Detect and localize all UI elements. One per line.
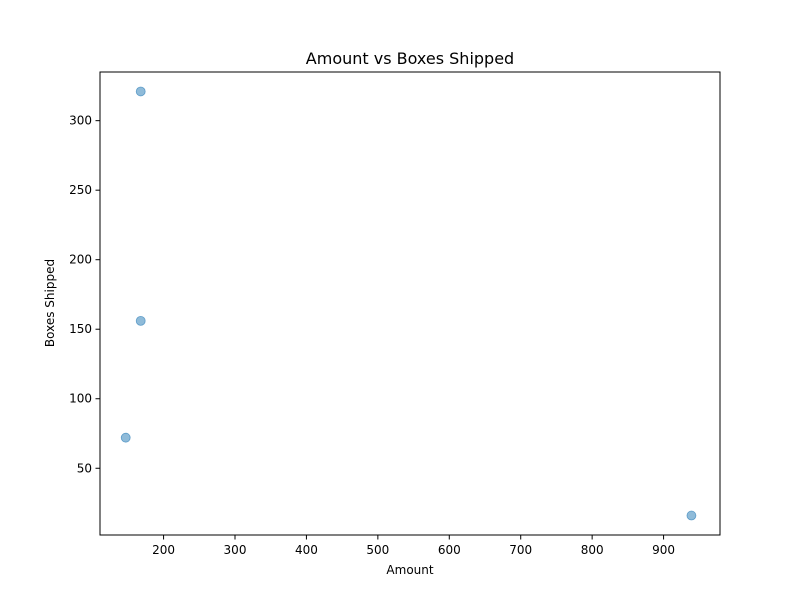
x-tick-label-6: 700: [509, 543, 532, 557]
x-axis-label: Amount: [386, 563, 433, 577]
plot-frame: [99, 71, 721, 536]
scatter-point-4: [686, 510, 697, 521]
scatter-point-2: [135, 315, 146, 326]
chart-title: Amount vs Boxes Shipped: [306, 49, 514, 68]
y-axis-label: Boxes Shipped: [43, 259, 57, 347]
x-tick-label-2: 300: [224, 543, 247, 557]
y-tick-label-6: 300: [69, 114, 92, 128]
x-tick-label-3: 400: [295, 543, 318, 557]
x-tick-label-7: 800: [581, 543, 604, 557]
x-tick-label-1: 200: [152, 543, 175, 557]
y-tick-label-2: 100: [69, 392, 92, 406]
scatter-point-3: [120, 432, 131, 443]
x-tick-label-5: 600: [438, 543, 461, 557]
x-tick-label-4: 500: [366, 543, 389, 557]
scatter-point-1: [135, 86, 146, 97]
y-tick-label-4: 200: [69, 253, 92, 267]
y-tick-label-3: 150: [69, 322, 92, 336]
y-tick-label-1: 50: [77, 461, 92, 475]
plot-area: 200 300 400 500 600 700 800 900 50 100 150 200 250 30…: [69, 71, 721, 557]
x-tick-label-8: 900: [652, 543, 675, 557]
y-tick-label-5: 250: [69, 183, 92, 197]
